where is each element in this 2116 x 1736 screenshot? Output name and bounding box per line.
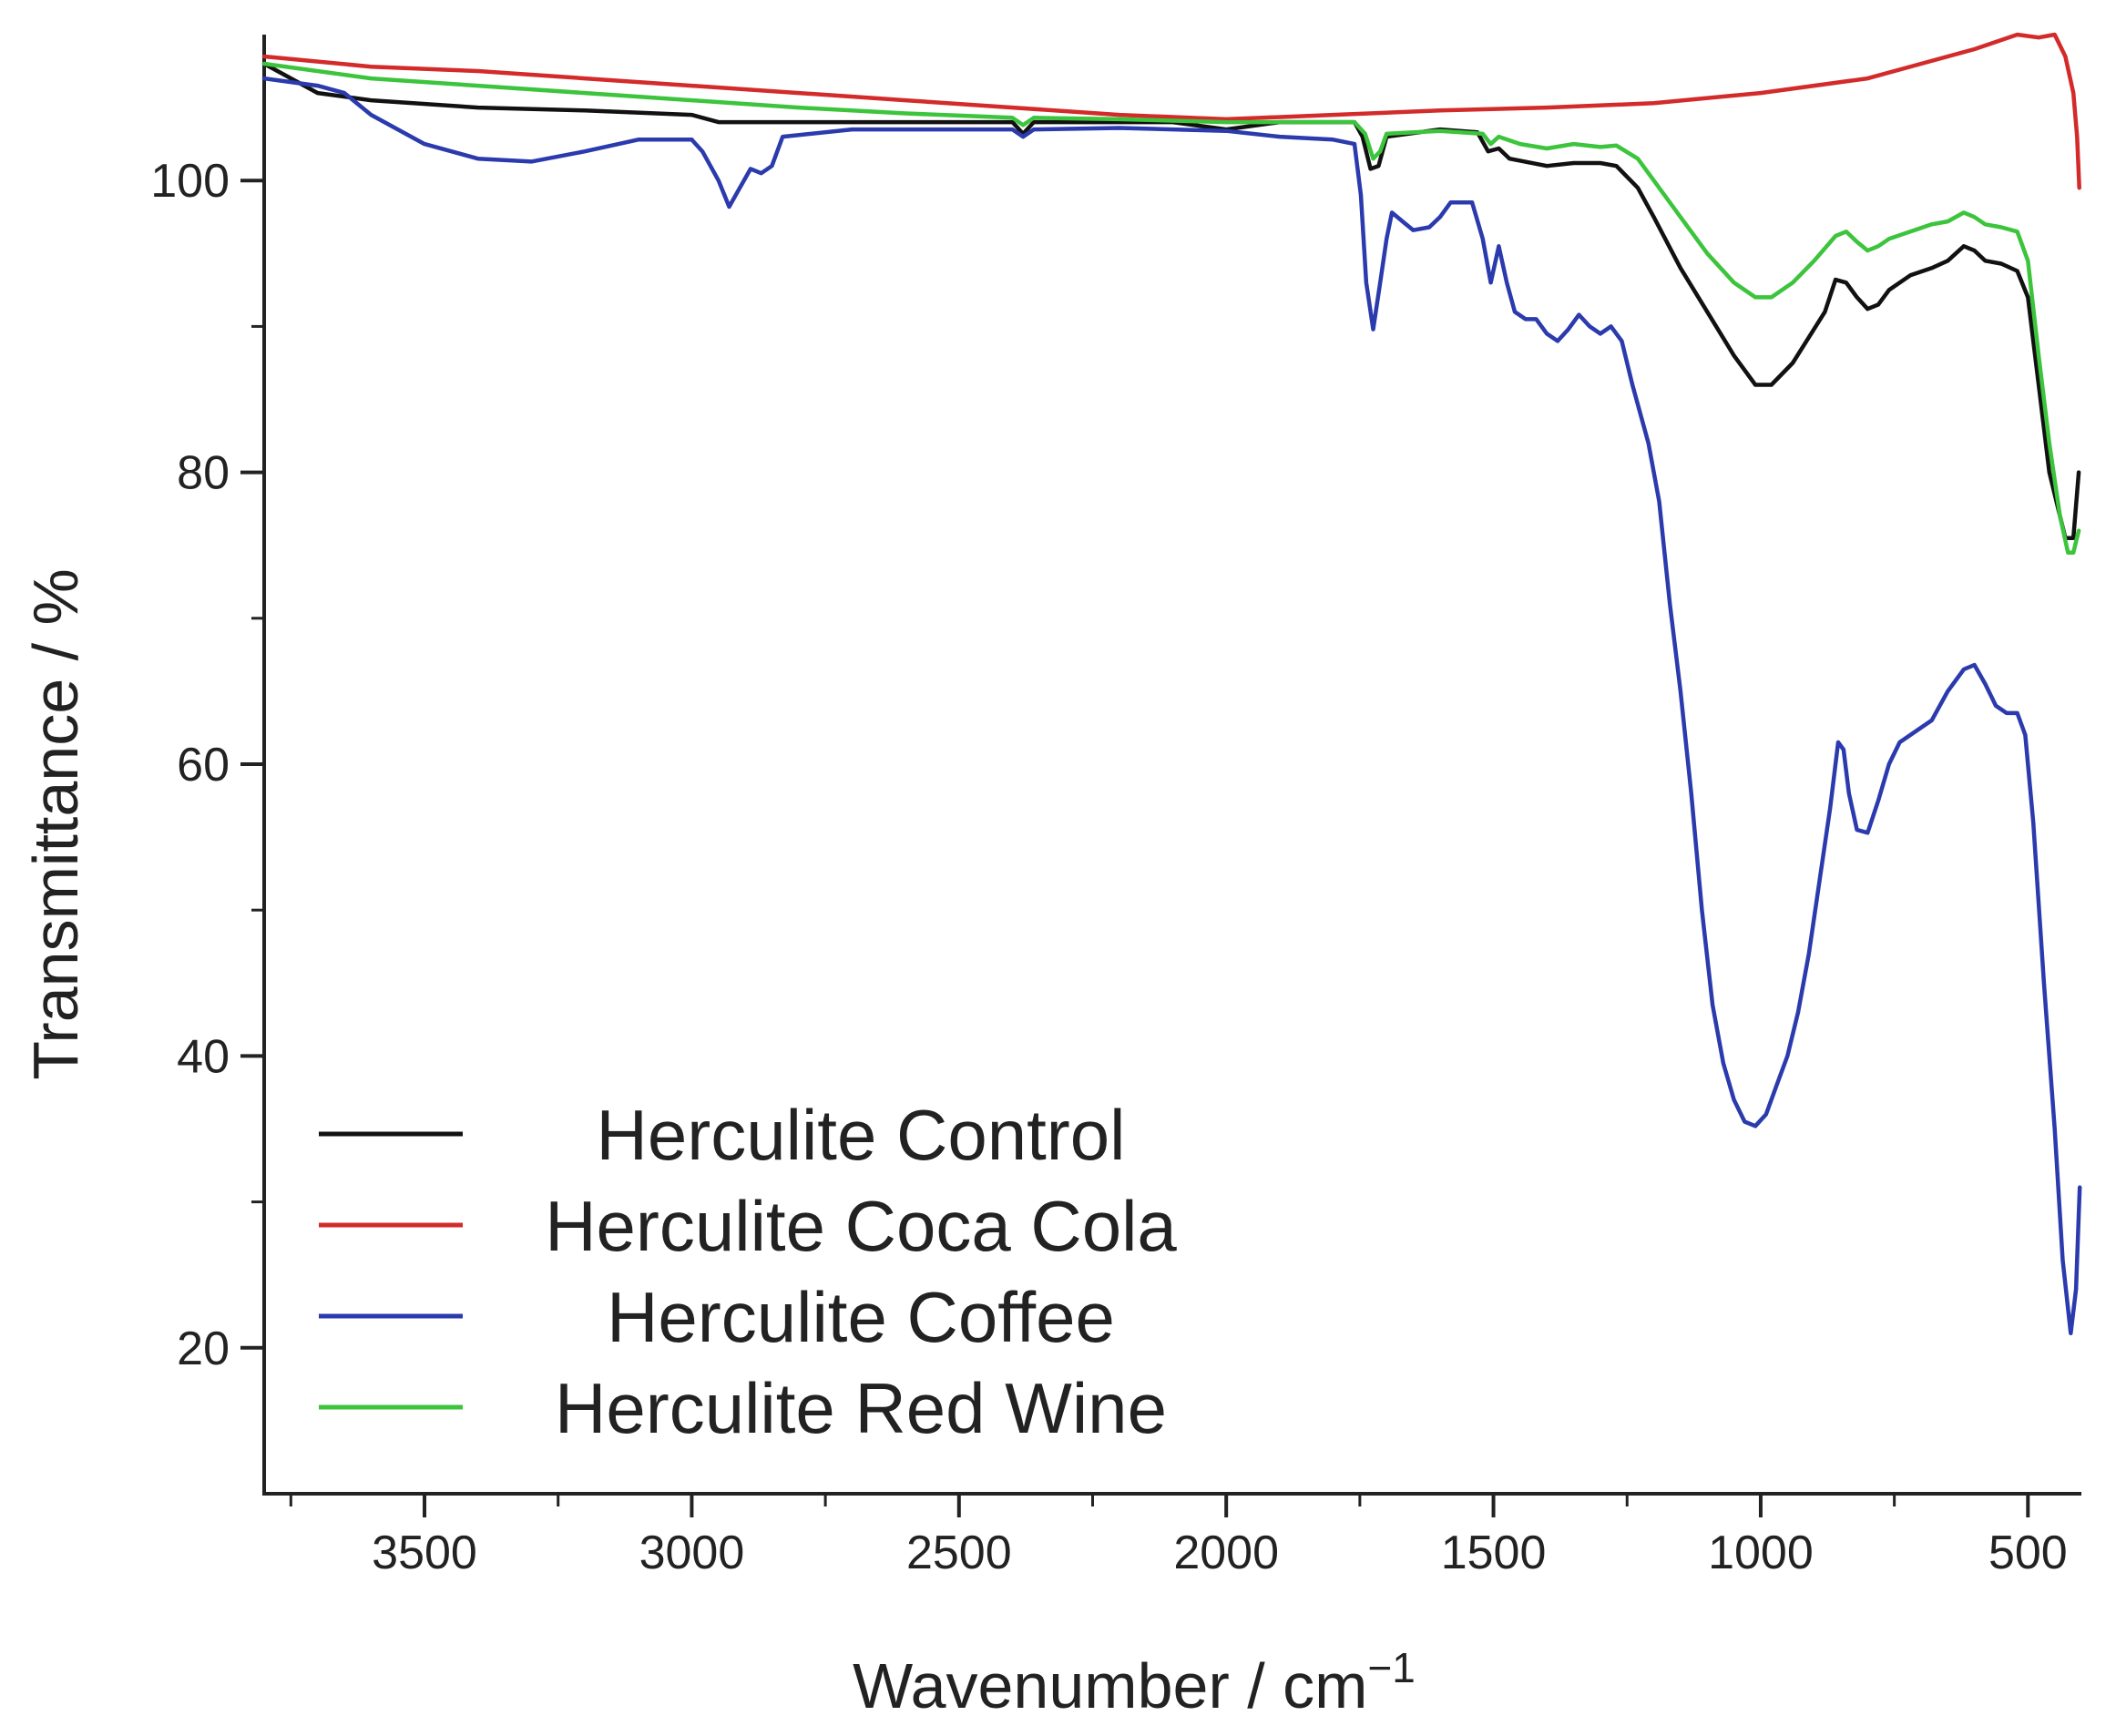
series-line-herculite-coca-cola [261, 32, 2081, 190]
y-axis-title: Transmittance / % [20, 568, 91, 1079]
y-tick-label: 20 [177, 1322, 230, 1375]
legend-label-herculite-control: Herculite Control [597, 1095, 1126, 1175]
y-tick-label: 60 [177, 739, 230, 791]
x-axis-title-text: Wavenumber / cm [853, 1650, 1367, 1721]
x-tick-label: 2500 [906, 1527, 1012, 1579]
x-axis-title-superscript: −1 [1367, 1644, 1415, 1691]
x-tick-label: 1500 [1441, 1527, 1547, 1579]
y-tick-label: 100 [150, 155, 230, 208]
legend-label-herculite-coffee: Herculite Coffee [607, 1277, 1115, 1357]
legend-label-herculite-red-wine: Herculite Red Wine [555, 1368, 1167, 1448]
y-tick-label: 40 [177, 1030, 230, 1083]
x-tick-label: 3000 [639, 1527, 745, 1579]
x-tick-label: 1000 [1708, 1527, 1814, 1579]
series-line-herculite-coffee [261, 76, 2082, 1336]
y-tick-label: 80 [177, 447, 230, 500]
legend-label-herculite-coca-cola: Herculite Coca Cola [545, 1186, 1177, 1266]
legend: Herculite Control Herculite Coca Cola Herc… [319, 1095, 1177, 1448]
x-tick-label: 2000 [1173, 1527, 1279, 1579]
x-axis-title: Wavenumber / cm−1 [853, 1644, 1416, 1721]
axes: 3500 3000 2500 2000 1500 1000 500 100 80 60 40 20 [150, 35, 2081, 1579]
x-tick-label: 3500 [372, 1527, 477, 1579]
series-lines [261, 32, 2082, 1336]
series-line-herculite-red-wine [261, 61, 2081, 555]
series-line-herculite-control [261, 61, 2081, 540]
x-tick-label: 500 [1988, 1527, 2068, 1579]
